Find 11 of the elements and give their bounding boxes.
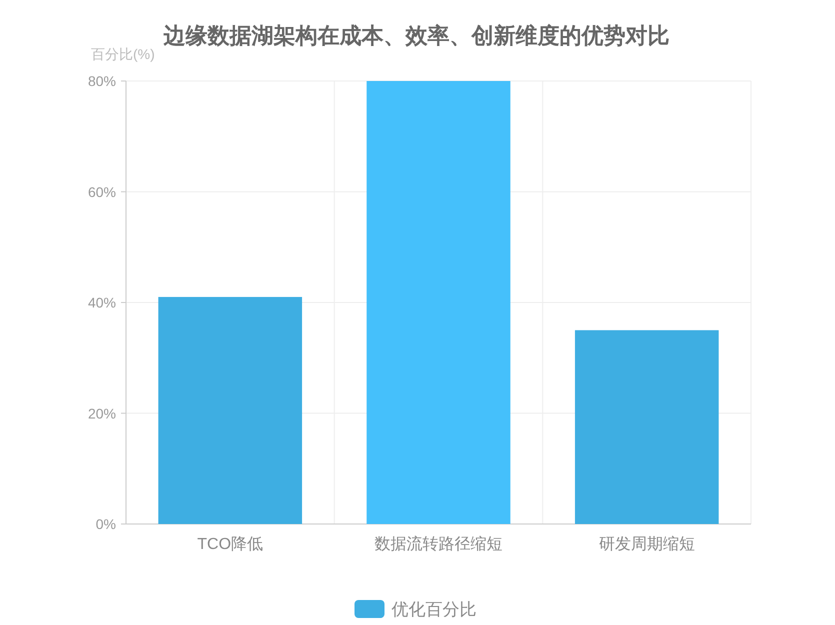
legend-label: 优化百分比 — [392, 600, 476, 619]
ytick: 80% — [88, 73, 116, 89]
ytick: 60% — [88, 184, 116, 200]
ytick: 0% — [96, 516, 116, 532]
xtick: TCO降低 — [197, 536, 264, 553]
ylabel: 百分比(%) — [91, 46, 155, 62]
xtick: 研发周期缩短 — [598, 536, 695, 553]
xtick: 数据流转路径缩短 — [374, 536, 502, 553]
title: 边缘数据湖架构在成本、效率、创新维度的优势对比 — [164, 23, 670, 48]
ytick: 20% — [88, 405, 116, 422]
ytick: 40% — [88, 294, 116, 310]
